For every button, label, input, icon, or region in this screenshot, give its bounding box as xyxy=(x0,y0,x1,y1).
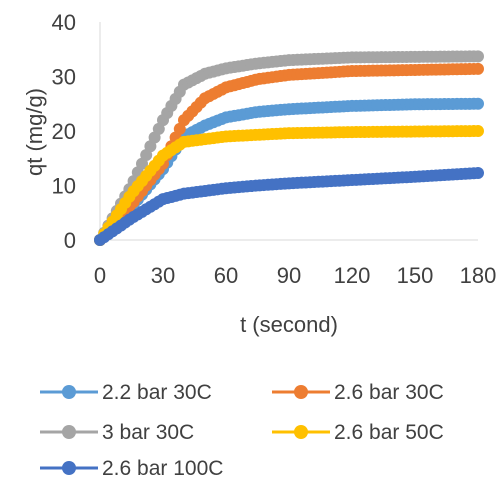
y-tick-label: 0 xyxy=(64,228,76,253)
legend-item: 2.2 bar 30C xyxy=(40,381,212,404)
legend-item: 2.6 bar 50C xyxy=(272,421,444,444)
legend-label: 2.6 bar 30C xyxy=(334,381,444,404)
series-line xyxy=(98,67,479,241)
legend-marker xyxy=(62,385,76,399)
legend-marker xyxy=(294,385,308,399)
legend-marker xyxy=(62,461,76,475)
data-point xyxy=(472,166,484,179)
data-point xyxy=(472,125,484,137)
legend-label: 3 bar 30C xyxy=(102,421,194,444)
x-tick-label: 30 xyxy=(151,263,175,288)
series-group xyxy=(94,166,484,246)
y-axis-title: qt (mg/g) xyxy=(22,88,47,176)
legend-label: 2.2 bar 30C xyxy=(102,381,212,404)
legend-marker xyxy=(62,425,76,439)
plot-axes xyxy=(99,22,478,241)
legend: 2.2 bar 30C 2.6 bar 30C 3 bar 30C 2.6 bar 5… xyxy=(40,381,444,480)
x-tick-label: 120 xyxy=(334,263,371,288)
x-axis-title: t (second) xyxy=(240,312,338,337)
legend-marker xyxy=(294,425,308,439)
y-tick-label: 10 xyxy=(52,174,76,199)
data-point xyxy=(472,62,484,75)
x-tick-label: 60 xyxy=(214,263,238,288)
legend-item: 3 bar 30C xyxy=(40,421,194,444)
legend-item: 2.6 bar 30C xyxy=(272,381,444,404)
x-tick-labels: 0 30 60 90 120 150 180 xyxy=(94,263,496,288)
legend-label: 2.6 bar 100C xyxy=(102,457,223,480)
x-tick-label: 180 xyxy=(460,263,497,288)
y-tick-label: 20 xyxy=(52,119,76,144)
legend-item: 2.6 bar 100C xyxy=(40,457,223,480)
x-tick-label: 0 xyxy=(94,263,106,288)
series-group xyxy=(94,62,484,246)
x-tick-label: 150 xyxy=(397,263,434,288)
series-group xyxy=(94,125,484,246)
legend-label: 2.6 bar 50C xyxy=(334,421,444,444)
y-tick-labels: 0 10 20 30 40 xyxy=(52,10,76,253)
series-layer xyxy=(94,50,484,246)
y-tick-label: 40 xyxy=(52,10,76,35)
data-point xyxy=(472,97,484,110)
x-tick-label: 90 xyxy=(277,263,301,288)
data-point xyxy=(472,50,484,63)
series-line xyxy=(98,54,479,241)
y-tick-label: 30 xyxy=(52,65,76,90)
